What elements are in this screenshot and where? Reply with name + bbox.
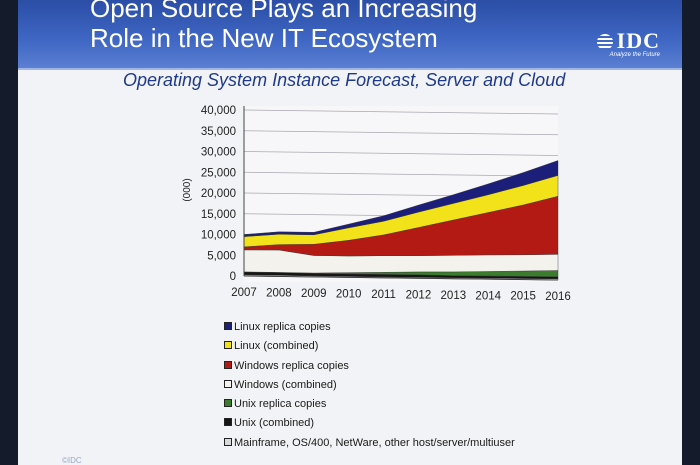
legend-label: Linux (combined) <box>234 340 319 353</box>
legend-label: Linux replica copies <box>234 321 331 333</box>
legend-label: Mainframe, OS/400, NetWare, other host/s… <box>234 436 515 449</box>
y-tick-label: 20,000 <box>201 188 236 200</box>
legend-item: Mainframe, OS/400, NetWare, other host/s… <box>224 434 515 453</box>
legend-swatch <box>224 399 232 408</box>
x-tick-label: 2008 <box>266 288 292 300</box>
legend-label: Windows replica copies <box>234 359 349 372</box>
legend-label: Unix (combined) <box>234 417 315 430</box>
x-tick-label: 2010 <box>336 289 362 301</box>
slide: Open Source Plays an Increasing Role in … <box>18 0 682 465</box>
y-tick-label: 0 <box>230 271 236 283</box>
x-tick-label: 2014 <box>475 290 501 302</box>
legend-swatch <box>224 341 232 350</box>
legend-item: Unix replica copies <box>224 395 515 414</box>
x-tick-label: 2007 <box>231 287 257 299</box>
y-tick-label: 40,000 <box>201 105 236 117</box>
x-axis <box>243 275 559 281</box>
gridline <box>243 171 559 177</box>
x-tick-label: 2009 <box>301 288 327 300</box>
globe-icon <box>596 34 613 50</box>
y-axis-label: (000) <box>182 178 193 201</box>
legend-label: Unix replica copies <box>234 398 327 411</box>
legend-swatch <box>224 418 232 427</box>
legend-label: Windows (combined) <box>234 378 337 391</box>
legend-swatch <box>224 379 232 388</box>
x-tick-label: 2011 <box>371 289 396 301</box>
title-bar: Open Source Plays an Increasing Role in … <box>18 0 682 70</box>
y-tick-label: 30,000 <box>201 147 236 159</box>
x-tick-label: 2012 <box>406 290 432 302</box>
area-series <box>243 160 559 237</box>
legend-swatch <box>224 322 232 330</box>
y-tick-label: 25,000 <box>201 167 236 179</box>
gridline <box>243 109 559 115</box>
gridline <box>243 130 559 136</box>
y-tick-label: 15,000 <box>201 209 236 221</box>
legend-item: Unix (combined) <box>224 414 515 433</box>
slide-title-line-1: Open Source Plays an Increasing <box>90 0 478 23</box>
y-tick-label: 35,000 <box>201 126 236 138</box>
y-tick-label: 10,000 <box>201 230 236 242</box>
x-tick-label: 2015 <box>510 291 536 303</box>
footer-text: ©IDC <box>62 456 82 465</box>
legend-item: Windows (combined) <box>224 376 515 395</box>
logo-text: IDC <box>616 28 660 53</box>
legend-item: Windows replica copies <box>224 357 515 376</box>
logo-tagline: Analyze the Future <box>609 52 660 58</box>
gridline <box>243 151 559 156</box>
x-tick-label: 2016 <box>545 291 571 303</box>
legend-swatch <box>224 437 232 446</box>
legend-item: Linux (combined) <box>224 337 515 356</box>
x-tick-label: 2013 <box>441 290 467 302</box>
legend-item: Linux replica copies <box>224 318 515 337</box>
y-tick-label: 5,000 <box>207 250 236 262</box>
slide-title-line-2: Role in the New IT Ecosystem <box>90 23 438 53</box>
idc-logo: IDC <box>596 28 660 54</box>
chart-title: Operating System Instance Forecast, Serv… <box>123 70 566 90</box>
chart-legend: Linux replica copies Linux (combined) Wind… <box>224 318 515 453</box>
legend-swatch <box>224 360 232 369</box>
